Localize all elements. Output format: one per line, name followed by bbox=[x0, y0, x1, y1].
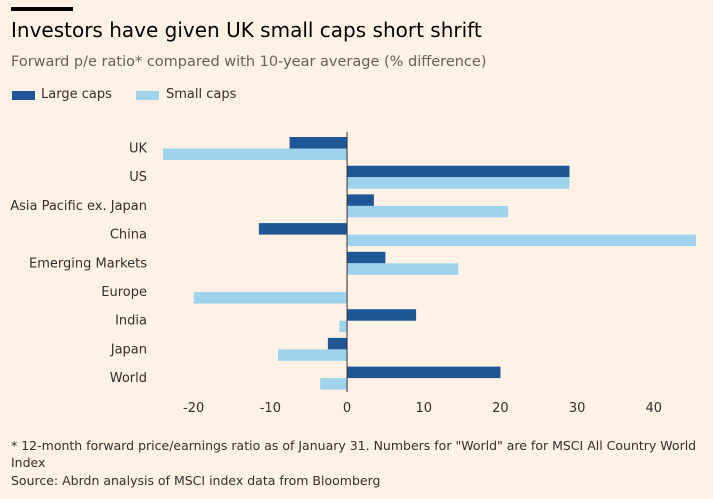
plot-area: UK US Asia Pacific ex. Japan China Emerging … bbox=[10, 132, 696, 416]
bar-chart: UK US Asia Pacific ex. Japan China Emerging … bbox=[10, 132, 696, 416]
bar-large-caps-asia-pacific-ex-japan bbox=[347, 194, 374, 206]
bar-small-caps-world bbox=[320, 378, 348, 390]
category-label-europe: Europe bbox=[101, 285, 147, 300]
category-label-world: World bbox=[110, 371, 147, 386]
bar-large-caps-india bbox=[347, 309, 417, 321]
bar-small-caps-china bbox=[347, 234, 696, 247]
bar-large-caps-china bbox=[258, 223, 348, 235]
bar-large-caps-uk bbox=[289, 137, 348, 149]
x-tick-label-neg20: -20 bbox=[183, 401, 204, 416]
category-label-asia-pacific-ex-japan: Asia Pacific ex. Japan bbox=[10, 199, 147, 214]
legend-swatch-small-caps bbox=[136, 91, 159, 100]
x-tick-label-40: 40 bbox=[646, 401, 663, 416]
bar-large-caps-emerging-markets bbox=[347, 251, 386, 264]
legend-label-small-caps: Small caps bbox=[166, 87, 237, 102]
category-label-us: US bbox=[129, 170, 147, 185]
category-label-japan: Japan bbox=[110, 342, 147, 357]
bar-small-caps-india bbox=[339, 320, 348, 333]
category-label-emerging-markets: Emerging Markets bbox=[29, 256, 147, 271]
x-tick-label-20: 20 bbox=[492, 401, 509, 416]
bar-small-caps-us bbox=[347, 177, 570, 189]
chart-subtitle: Forward p/e ratio* compared with 10-year… bbox=[11, 54, 487, 70]
category-label-india: India bbox=[115, 314, 147, 329]
bar-small-caps-uk bbox=[163, 148, 348, 160]
bar-large-caps-world bbox=[347, 366, 501, 379]
x-tick-label-neg10: -10 bbox=[260, 401, 281, 416]
x-tick-label-0: 0 bbox=[343, 401, 351, 416]
category-label-uk: UK bbox=[129, 142, 148, 157]
source-note: Source: Abrdn analysis of MSCI index dat… bbox=[11, 473, 381, 488]
bar-large-caps-us bbox=[347, 165, 570, 178]
x-tick-label-10: 10 bbox=[415, 401, 432, 416]
brand-bar bbox=[11, 7, 73, 11]
legend-label-large-caps: Large caps bbox=[41, 87, 112, 102]
bar-small-caps-emerging-markets bbox=[347, 263, 459, 275]
x-tick-label-30: 30 bbox=[569, 401, 586, 416]
bar-small-caps-asia-pacific-ex-japan bbox=[347, 205, 509, 218]
footnote: * 12-month forward price/earnings ratio … bbox=[11, 438, 697, 470]
category-label-china: China bbox=[110, 228, 147, 243]
bar-large-caps-japan bbox=[327, 337, 348, 350]
bar-small-caps-japan bbox=[278, 349, 348, 361]
bar-small-caps-europe bbox=[193, 292, 348, 304]
legend-swatch-large-caps bbox=[12, 91, 35, 100]
chart-title: Investors have given UK small caps short… bbox=[11, 18, 482, 42]
